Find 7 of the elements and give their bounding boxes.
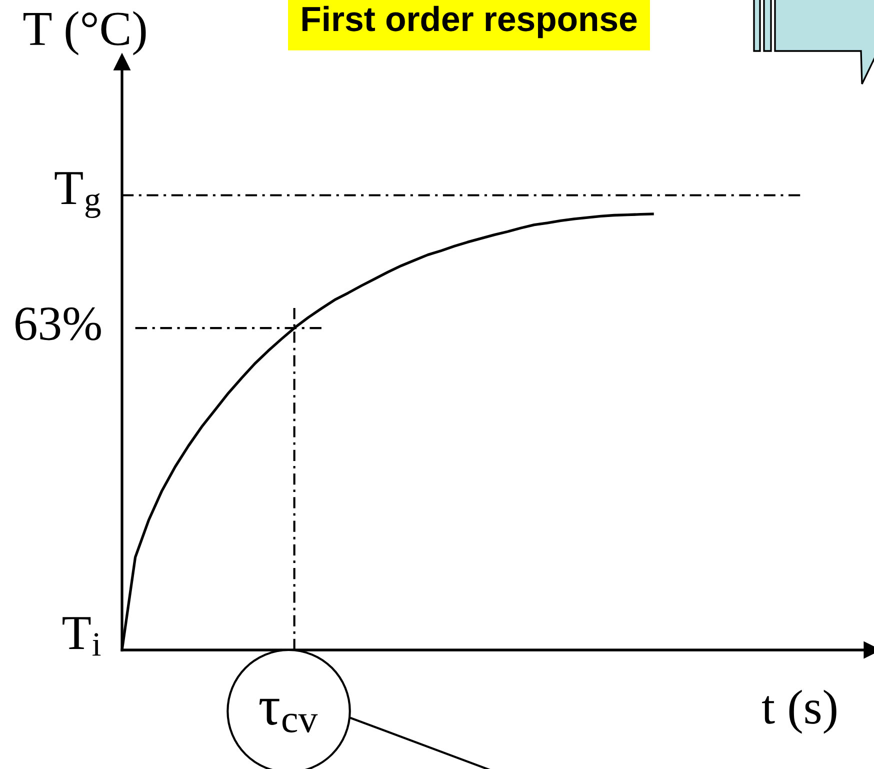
x-axis-title: t (s) bbox=[762, 690, 836, 734]
series-label: T$_{g}$ bbox=[54, 172, 100, 218]
y-axis-title: T (°C) bbox=[24, 11, 146, 56]
text: τ$_{cv}$ bbox=[259, 698, 318, 732]
text: T$_{i}$ bbox=[62, 617, 101, 656]
series-label: 63% bbox=[16, 307, 101, 340]
chart-title: First order response bbox=[302, 6, 637, 38]
